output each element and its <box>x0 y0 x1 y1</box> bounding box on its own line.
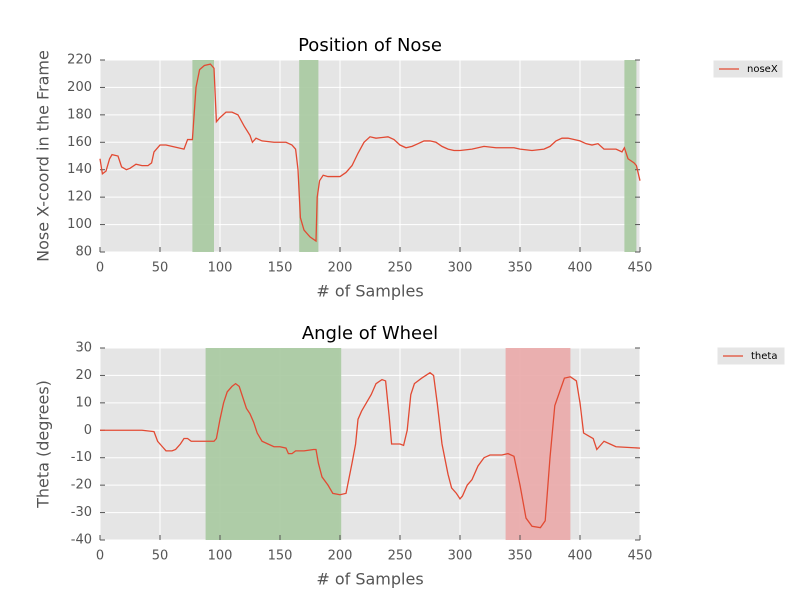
y-tick-label: 20 <box>75 368 92 383</box>
y-tick-label: -40 <box>71 533 92 548</box>
shaded-span <box>624 60 637 252</box>
x-tick-label: 250 <box>388 549 413 564</box>
shaded-span <box>192 60 214 252</box>
x-tick-label: 300 <box>448 549 473 564</box>
x-tick-label: 400 <box>568 261 593 276</box>
x-tick-label: 450 <box>628 261 653 276</box>
shaded-span <box>505 348 571 540</box>
y-tick-label: 10 <box>75 395 92 410</box>
shaded-span <box>299 60 319 252</box>
x-axis-label: # of Samples <box>316 570 423 589</box>
shaded-span <box>205 348 342 540</box>
x-axis-label: # of Samples <box>316 282 423 301</box>
y-tick-label: 80 <box>75 245 92 260</box>
x-tick-label: 350 <box>508 261 533 276</box>
y-tick-label: -30 <box>71 505 92 520</box>
x-tick-label: 400 <box>568 549 593 564</box>
x-tick-label: 450 <box>628 549 653 564</box>
y-axis-label: Theta (degrees) <box>34 380 53 509</box>
legend-box <box>716 346 786 366</box>
chart-title: Position of Nose <box>298 35 442 56</box>
x-tick-label: 50 <box>152 261 169 276</box>
x-tick-label: 150 <box>268 549 293 564</box>
y-tick-label: 140 <box>67 162 92 177</box>
x-tick-label: 150 <box>268 261 293 276</box>
x-tick-label: 200 <box>328 261 353 276</box>
x-tick-label: 350 <box>508 549 533 564</box>
x-tick-label: 200 <box>328 549 353 564</box>
x-tick-label: 50 <box>152 549 169 564</box>
y-tick-label: 220 <box>67 53 92 68</box>
x-tick-label: 0 <box>96 261 104 276</box>
legend-box <box>712 59 784 79</box>
x-tick-label: 100 <box>208 549 233 564</box>
x-tick-label: 250 <box>388 261 413 276</box>
y-axis-label: Nose X-coord in the Frame <box>34 50 53 262</box>
chart-title: Angle of Wheel <box>302 323 438 344</box>
x-tick-label: 300 <box>448 261 473 276</box>
y-tick-label: 0 <box>84 423 92 438</box>
y-tick-label: 120 <box>67 190 92 205</box>
y-tick-label: 160 <box>67 135 92 150</box>
legend-label: noseX <box>747 64 778 75</box>
x-tick-label: 0 <box>96 549 104 564</box>
y-tick-label: 180 <box>67 107 92 122</box>
data-line <box>99 63 641 243</box>
y-tick-label: 200 <box>67 80 92 95</box>
legend-label: theta <box>751 351 777 362</box>
x-tick-label: 100 <box>208 261 233 276</box>
y-tick-label: -20 <box>71 478 92 493</box>
y-tick-label: -10 <box>71 450 92 465</box>
plot-area <box>100 60 640 252</box>
data-line <box>100 371 641 529</box>
y-tick-label: 30 <box>75 341 92 356</box>
y-tick-label: 100 <box>67 217 92 232</box>
